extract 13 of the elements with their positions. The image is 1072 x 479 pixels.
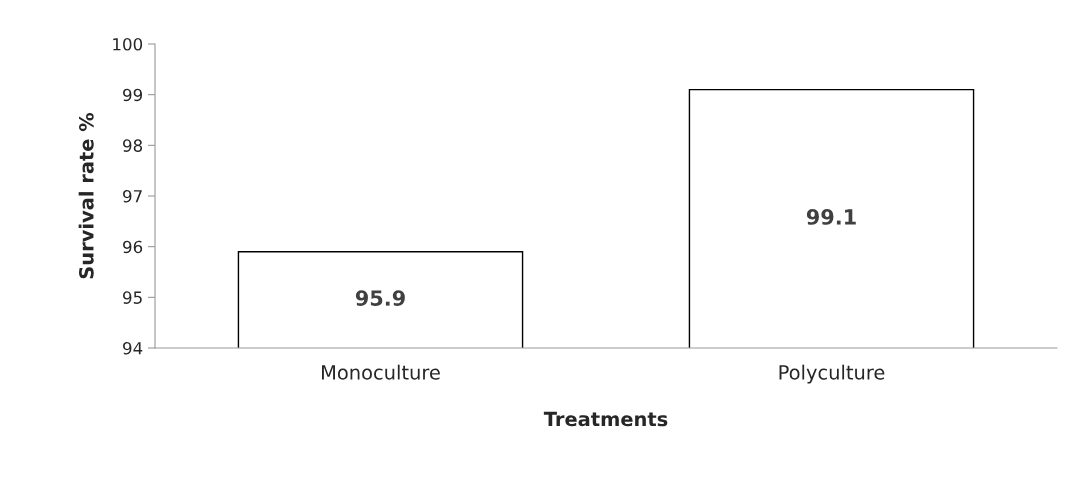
x-tick-label: Monoculture: [322, 364, 440, 380]
y-tick-label: 100: [113, 37, 143, 51]
y-axis-title: Survival rate %: [78, 112, 94, 279]
y-tick-label: 94: [123, 341, 143, 355]
x-axis-title: Treatments: [543, 411, 668, 427]
y-tick-label: 96: [123, 240, 143, 254]
y-tick-label: 97: [123, 189, 142, 203]
y-tick-label: 99: [123, 88, 143, 102]
data-label: 99.1: [806, 209, 856, 225]
x-tick-label: Polyculture: [779, 364, 885, 384]
data-label: 95.9: [355, 290, 405, 306]
y-tick-label: 95: [123, 291, 142, 304]
y-tick-label: 98: [123, 139, 143, 152]
